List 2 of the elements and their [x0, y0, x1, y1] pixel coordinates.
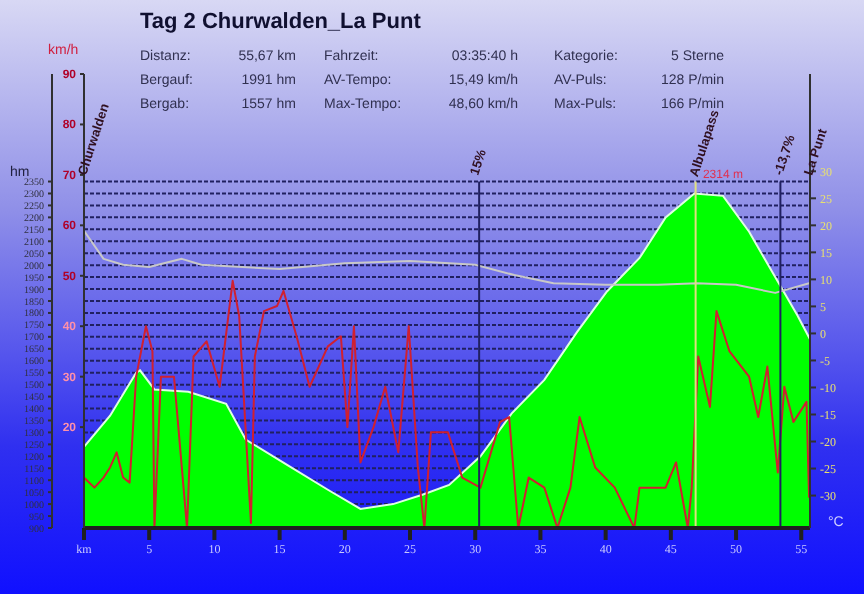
line-series — [84, 229, 810, 294]
chart-title: Tag 2 Churwalden_La Punt — [140, 10, 421, 34]
